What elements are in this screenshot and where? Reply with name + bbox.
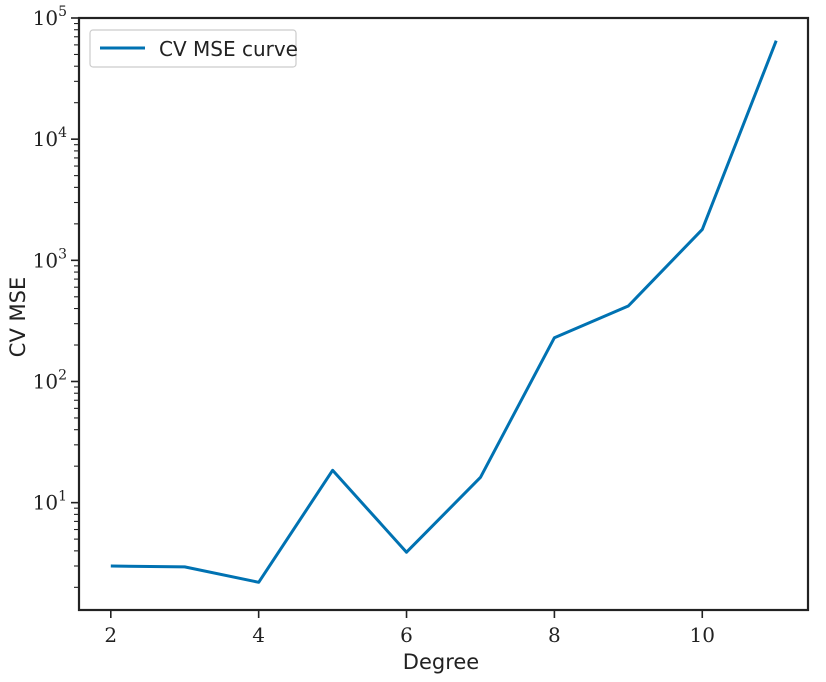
legend-box: [89, 29, 297, 68]
y-tick-label: 105: [33, 4, 67, 30]
x-tick-label: 2: [104, 623, 117, 647]
y-tick-label: 102: [33, 367, 67, 393]
series-line-cv-mse: [110, 40, 778, 584]
x-axis-label: Degree: [403, 650, 479, 674]
x-tick-label: 6: [400, 623, 413, 647]
y-tick-label: 104: [33, 125, 67, 151]
y-tick-label: 101: [33, 489, 67, 515]
plot-frame: [77, 16, 810, 612]
y-axis-label: CV MSE: [6, 277, 30, 357]
x-tick-label: 8: [548, 623, 561, 647]
y-tick-label: 103: [33, 246, 67, 272]
legend-label: CV MSE curve: [159, 37, 298, 61]
legend: CV MSE curve: [89, 29, 298, 68]
x-tick-label: 10: [690, 623, 715, 647]
x-tick-label: 4: [252, 623, 265, 647]
plot-background: [79, 18, 808, 610]
axis-ticks: 2 4 6 8 10 101 102 103 104 105: [33, 4, 715, 647]
